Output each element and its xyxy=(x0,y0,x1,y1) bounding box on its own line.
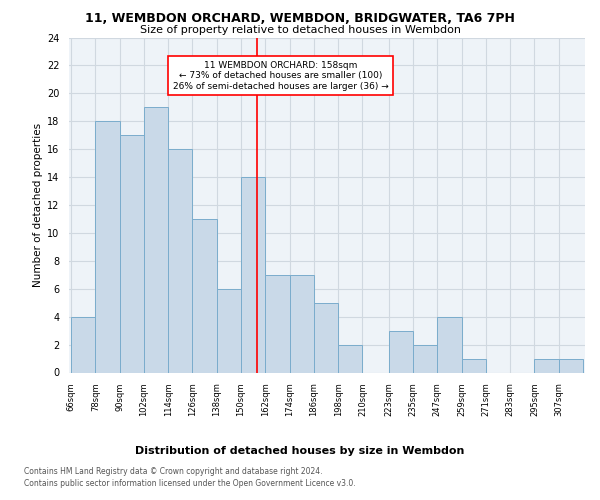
Text: Contains HM Land Registry data © Crown copyright and database right 2024.: Contains HM Land Registry data © Crown c… xyxy=(24,468,323,476)
Bar xyxy=(559,358,583,372)
Bar xyxy=(241,177,265,372)
Text: Distribution of detached houses by size in Wembdon: Distribution of detached houses by size … xyxy=(136,446,464,456)
Bar xyxy=(168,149,193,372)
Bar xyxy=(413,344,437,372)
Bar xyxy=(535,358,559,372)
Bar xyxy=(144,108,168,372)
Bar xyxy=(461,358,486,372)
Y-axis label: Number of detached properties: Number of detached properties xyxy=(32,123,43,287)
Bar xyxy=(95,121,119,372)
Bar xyxy=(314,302,338,372)
Bar xyxy=(119,135,144,372)
Text: 11 WEMBDON ORCHARD: 158sqm
← 73% of detached houses are smaller (100)
26% of sem: 11 WEMBDON ORCHARD: 158sqm ← 73% of deta… xyxy=(173,61,388,91)
Bar xyxy=(71,316,95,372)
Bar xyxy=(193,219,217,372)
Text: Size of property relative to detached houses in Wembdon: Size of property relative to detached ho… xyxy=(139,25,461,35)
Bar xyxy=(338,344,362,372)
Bar xyxy=(265,275,290,372)
Bar xyxy=(290,275,314,372)
Text: Contains public sector information licensed under the Open Government Licence v3: Contains public sector information licen… xyxy=(24,478,356,488)
Text: 11, WEMBDON ORCHARD, WEMBDON, BRIDGWATER, TA6 7PH: 11, WEMBDON ORCHARD, WEMBDON, BRIDGWATER… xyxy=(85,12,515,26)
Bar xyxy=(437,316,461,372)
Bar xyxy=(217,289,241,372)
Bar xyxy=(389,330,413,372)
